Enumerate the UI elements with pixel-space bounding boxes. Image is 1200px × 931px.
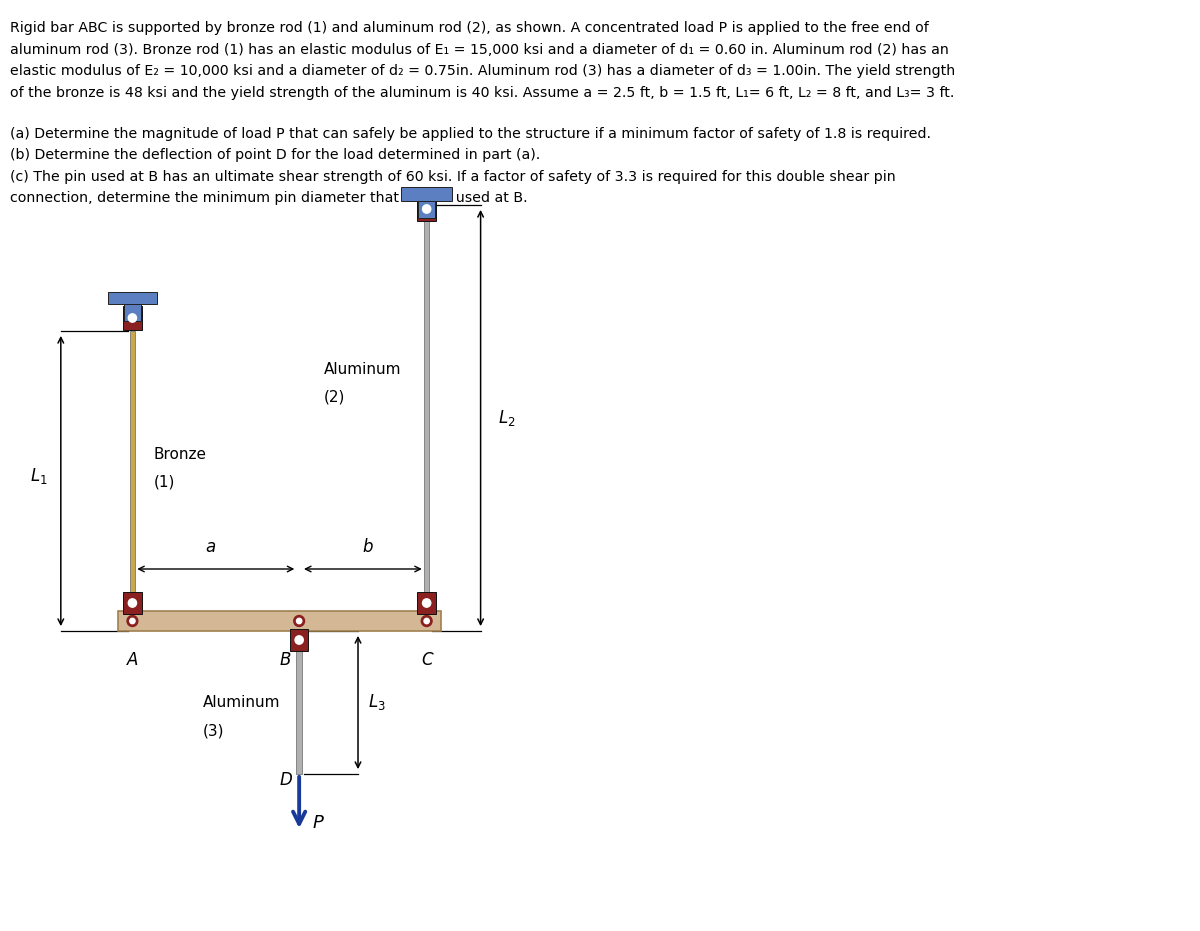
Bar [424,221,430,598]
Circle shape [127,615,138,627]
Text: (1): (1) [154,475,175,490]
Text: elastic modulus of E₂ = 10,000 ksi and a diameter of d₂ = 0.75in. Aluminum rod (: elastic modulus of E₂ = 10,000 ksi and a… [10,64,955,78]
Bar [401,187,452,201]
Circle shape [128,314,137,322]
Text: Rigid bar ABC is supported by bronze rod (1) and aluminum rod (2), as shown. A c: Rigid bar ABC is supported by bronze rod… [10,21,929,35]
Text: $L_1$: $L_1$ [30,466,48,486]
Text: (2): (2) [324,390,346,405]
Bar [108,292,157,304]
Circle shape [128,599,137,607]
Circle shape [422,205,431,213]
Text: C: C [421,651,432,669]
Bar [124,306,142,330]
Text: a: a [205,538,216,556]
Text: B: B [280,651,292,669]
Text: D: D [280,771,292,789]
Circle shape [296,618,302,624]
Text: A: A [127,651,138,669]
Bar [418,592,436,614]
Text: connection, determine the minimum pin diameter that can be used at B.: connection, determine the minimum pin di… [10,192,528,206]
Text: aluminum rod (3). Bronze rod (1) has an elastic modulus of E₁ = 15,000 ksi and a: aluminum rod (3). Bronze rod (1) has an … [10,43,949,57]
Text: Aluminum: Aluminum [203,695,281,710]
Circle shape [424,618,430,624]
Circle shape [130,618,136,624]
Text: (c) The pin used at B has an ultimate shear strength of 60 ksi. If a factor of s: (c) The pin used at B has an ultimate sh… [10,170,895,184]
Circle shape [422,599,431,607]
Circle shape [294,615,305,627]
Bar [296,651,302,774]
Text: b: b [362,538,373,556]
Text: (3): (3) [203,723,224,738]
Text: (a) Determine the magnitude of load P that can safely be applied to the structur: (a) Determine the magnitude of load P th… [10,127,931,141]
Text: Aluminum: Aluminum [324,362,401,377]
Text: P: P [313,814,324,832]
Bar [124,304,140,321]
Bar [418,197,436,221]
Circle shape [295,636,304,644]
Text: (b) Determine the deflection of point D for the load determined in part (a).: (b) Determine the deflection of point D … [10,149,540,163]
Text: $L_2$: $L_2$ [498,408,516,428]
Text: $L_3$: $L_3$ [368,693,385,712]
Text: of the bronze is 48 ksi and the yield strength of the aluminum is 40 ksi. Assume: of the bronze is 48 ksi and the yield st… [10,86,954,100]
Bar [124,592,142,614]
Circle shape [421,615,432,627]
Bar [290,629,308,651]
Bar [418,201,436,218]
Bar [130,331,136,598]
Text: Bronze: Bronze [154,447,206,462]
Bar [118,611,442,631]
